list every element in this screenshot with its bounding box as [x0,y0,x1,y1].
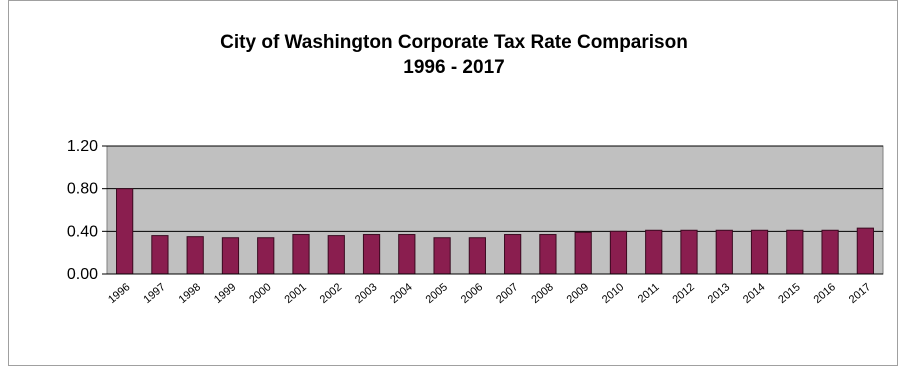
x-axis-ticks: 1996 1997 1998 1999 2000 2001 2002 2003 2004 2005… [106,281,873,306]
bar-2002 [327,235,345,275]
x-tick-label: 2000 [247,281,273,306]
x-tick-label: 2007 [494,281,520,306]
bar-2011 [645,229,663,275]
bar-1998 [186,236,204,275]
bar-2001 [292,234,310,275]
x-tick-label: 1997 [141,281,167,306]
y-tick-label: 1.20 [67,138,98,155]
x-tick-label: 2005 [424,281,450,306]
x-tick-label: 2010 [600,281,626,306]
bar-2009 [574,231,592,275]
bar-2008 [539,234,557,275]
bar-2005 [433,237,451,275]
x-tick-label: 2009 [565,281,591,306]
x-tick-label: 2008 [529,281,555,306]
bar-2004 [398,234,416,275]
bar-2006 [468,237,486,275]
y-axis-ticks: 0.00 0.40 0.80 1.20 [67,138,107,283]
x-tick-label: 1996 [106,281,132,306]
chart-title: City of Washington Corporate Tax Rate Co… [220,32,688,53]
x-tick-label: 2012 [670,281,696,306]
bar-2012 [680,229,698,275]
bar-1999 [221,237,240,275]
y-tick-label: 0.00 [67,266,98,283]
x-tick-label: 1998 [177,281,203,306]
y-tick-label: 0.40 [67,223,98,240]
bar-2010 [609,230,628,275]
bar-2003 [362,234,381,275]
bar-2016 [821,229,839,275]
x-tick-label: 2001 [282,281,308,306]
x-tick-label: 2017 [847,281,873,306]
x-tick-label: 1999 [212,281,238,306]
x-tick-label: 2011 [636,281,662,305]
x-tick-label: 2014 [741,281,767,306]
bar-1996 [116,188,134,275]
x-tick-label: 2006 [459,281,485,306]
x-tick-label: 2004 [388,281,414,306]
bar-2013 [715,229,733,275]
bar-2000 [257,237,275,275]
bar-2015 [786,229,804,275]
x-tick-label: 2013 [706,281,732,306]
bar-2017 [856,227,874,275]
y-tick-label: 0.80 [67,181,98,198]
x-tick-label: 2015 [776,281,802,306]
x-tick-label: 2016 [812,281,838,306]
chart-subtitle: 1996 - 2017 [403,57,504,78]
bar-2007 [504,234,522,275]
chart: City of Washington Corporate Tax Rate Co… [67,32,884,306]
bar-1997 [151,235,169,275]
x-tick-label: 2003 [353,281,379,306]
bars [116,188,874,275]
x-tick-label: 2002 [318,281,344,306]
bar-2014 [750,229,769,275]
chart-frame: City of Washington Corporate Tax Rate Co… [8,0,898,366]
